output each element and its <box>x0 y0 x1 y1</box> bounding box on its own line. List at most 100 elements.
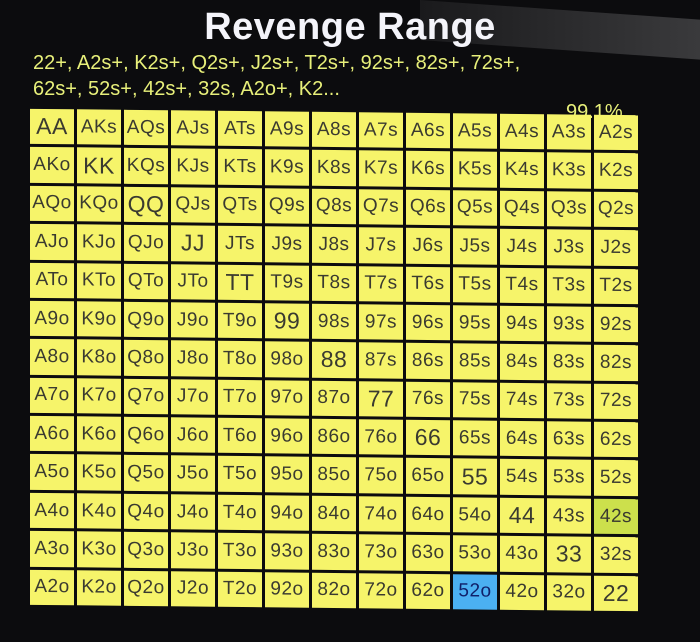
hand-cell-K2o[interactable]: K2o <box>77 569 121 606</box>
hand-cell-62o[interactable]: 62o <box>406 573 450 610</box>
hand-cell-A7s[interactable]: A7s <box>359 112 403 149</box>
hand-cell-KJs[interactable]: KJs <box>171 148 215 185</box>
hand-cell-T3s[interactable]: T3s <box>547 267 591 304</box>
hand-cell-A2s[interactable]: A2s <box>594 114 638 151</box>
hand-cell-72s[interactable]: 72s <box>594 383 638 420</box>
hand-cell-QJo[interactable]: QJo <box>124 224 168 261</box>
hand-cell-A3o[interactable]: A3o <box>30 531 74 567</box>
hand-cell-T9o[interactable]: T9o <box>218 302 262 339</box>
hand-cell-T8s[interactable]: T8s <box>312 265 356 302</box>
hand-cell-Q7o[interactable]: Q7o <box>124 378 168 415</box>
hand-cell-A3s[interactable]: A3s <box>547 114 591 151</box>
hand-cell-A4s[interactable]: A4s <box>500 113 544 150</box>
hand-cell-33[interactable]: 33 <box>547 536 591 573</box>
hand-cell-K5o[interactable]: K5o <box>77 454 121 491</box>
hand-cell-KQs[interactable]: KQs <box>124 148 168 185</box>
hand-cell-JTo[interactable]: JTo <box>171 263 215 300</box>
hand-cell-Q9o[interactable]: Q9o <box>124 301 168 338</box>
hand-cell-J2s[interactable]: J2s <box>594 229 638 266</box>
hand-cell-J2o[interactable]: J2o <box>171 570 215 607</box>
hand-cell-A5s[interactable]: A5s <box>453 113 497 150</box>
hand-cell-93s[interactable]: 93s <box>547 306 591 342</box>
hand-cell-54o[interactable]: 54o <box>453 497 497 533</box>
hand-cell-T7o[interactable]: T7o <box>218 379 262 416</box>
hand-cell-52s[interactable]: 52s <box>594 460 638 497</box>
hand-cell-87o[interactable]: 87o <box>312 380 356 417</box>
hand-cell-A6s[interactable]: A6s <box>406 112 450 149</box>
hand-cell-KJo[interactable]: KJo <box>77 224 121 261</box>
hand-cell-75o[interactable]: 75o <box>359 457 403 494</box>
hand-cell-Q2o[interactable]: Q2o <box>124 570 168 607</box>
hand-cell-A4o[interactable]: A4o <box>30 492 74 529</box>
hand-cell-K5s[interactable]: K5s <box>453 151 497 188</box>
hand-cell-73s[interactable]: 73s <box>547 382 591 419</box>
hand-cell-62s[interactable]: 62s <box>594 421 638 458</box>
hand-cell-T5s[interactable]: T5s <box>453 266 497 303</box>
hand-cell-Q9s[interactable]: Q9s <box>265 188 309 224</box>
hand-cell-85o[interactable]: 85o <box>312 457 356 494</box>
hand-cell-QQ[interactable]: QQ <box>124 186 168 223</box>
hand-cell-J6o[interactable]: J6o <box>171 417 215 454</box>
hand-cell-T9s[interactable]: T9s <box>265 264 309 301</box>
hand-cell-K9o[interactable]: K9o <box>77 301 121 338</box>
hand-cell-K8s[interactable]: K8s <box>312 150 356 186</box>
hand-cell-T4s[interactable]: T4s <box>500 267 544 304</box>
hand-cell-52o[interactable]: 52o <box>453 573 497 610</box>
hand-cell-AKo[interactable]: AKo <box>30 147 74 184</box>
hand-cell-A2o[interactable]: A2o <box>30 569 74 606</box>
hand-cell-Q8o[interactable]: Q8o <box>124 340 168 376</box>
hand-cell-J8o[interactable]: J8o <box>171 340 215 377</box>
hand-cell-95o[interactable]: 95o <box>265 456 309 493</box>
hand-cell-AJo[interactable]: AJo <box>30 223 74 260</box>
hand-cell-A8o[interactable]: A8o <box>30 339 74 375</box>
hand-cell-Q3s[interactable]: Q3s <box>547 190 591 227</box>
hand-cell-J9s[interactable]: J9s <box>265 226 309 263</box>
hand-cell-J7s[interactable]: J7s <box>359 227 403 264</box>
hand-cell-KK[interactable]: KK <box>77 147 121 184</box>
hand-cell-K6s[interactable]: K6s <box>406 151 450 187</box>
hand-cell-ATo[interactable]: ATo <box>30 262 74 299</box>
hand-cell-72o[interactable]: 72o <box>359 572 403 609</box>
hand-cell-99[interactable]: 99 <box>265 303 309 340</box>
hand-cell-84o[interactable]: 84o <box>312 495 356 532</box>
hand-cell-92o[interactable]: 92o <box>265 571 309 608</box>
hand-cell-K4s[interactable]: K4s <box>500 152 544 188</box>
hand-cell-A9o[interactable]: A9o <box>30 300 74 337</box>
hand-cell-K2s[interactable]: K2s <box>594 153 638 189</box>
hand-cell-53o[interactable]: 53o <box>453 535 497 572</box>
hand-cell-88[interactable]: 88 <box>312 342 356 378</box>
hand-cell-83o[interactable]: 83o <box>312 533 356 570</box>
hand-cell-Q4o[interactable]: Q4o <box>124 493 168 530</box>
hand-cell-J3s[interactable]: J3s <box>547 229 591 266</box>
hand-cell-95s[interactable]: 95s <box>453 305 497 342</box>
hand-cell-43s[interactable]: 43s <box>547 498 591 534</box>
hand-cell-65o[interactable]: 65o <box>406 458 450 495</box>
hand-cell-94o[interactable]: 94o <box>265 495 309 531</box>
hand-cell-A8s[interactable]: A8s <box>312 111 356 148</box>
hand-cell-64s[interactable]: 64s <box>500 420 544 457</box>
hand-cell-K9s[interactable]: K9s <box>265 149 309 186</box>
hand-cell-63s[interactable]: 63s <box>547 421 591 458</box>
hand-cell-QTs[interactable]: QTs <box>218 187 262 224</box>
hand-cell-Q3o[interactable]: Q3o <box>124 532 168 568</box>
hand-cell-83s[interactable]: 83s <box>547 344 591 381</box>
hand-cell-K7o[interactable]: K7o <box>77 377 121 414</box>
hand-cell-Q6o[interactable]: Q6o <box>124 416 168 453</box>
hand-cell-T3o[interactable]: T3o <box>218 533 262 569</box>
hand-cell-KTs[interactable]: KTs <box>218 149 262 186</box>
hand-cell-98s[interactable]: 98s <box>312 303 356 340</box>
hand-cell-96o[interactable]: 96o <box>265 418 309 455</box>
hand-cell-87s[interactable]: 87s <box>359 342 403 379</box>
hand-cell-55[interactable]: 55 <box>453 458 497 495</box>
hand-cell-T2o[interactable]: T2o <box>218 571 262 608</box>
hand-cell-A5o[interactable]: A5o <box>30 454 74 491</box>
hand-cell-JJ[interactable]: JJ <box>171 225 215 262</box>
hand-cell-63o[interactable]: 63o <box>406 534 450 571</box>
hand-cell-J9o[interactable]: J9o <box>171 302 215 339</box>
hand-cell-Q5s[interactable]: Q5s <box>453 190 497 226</box>
hand-cell-J4o[interactable]: J4o <box>171 494 215 530</box>
hand-cell-Q7s[interactable]: Q7s <box>359 189 403 225</box>
hand-cell-TT[interactable]: TT <box>218 264 262 301</box>
hand-cell-82s[interactable]: 82s <box>594 345 638 381</box>
hand-cell-AQo[interactable]: AQo <box>30 185 74 222</box>
